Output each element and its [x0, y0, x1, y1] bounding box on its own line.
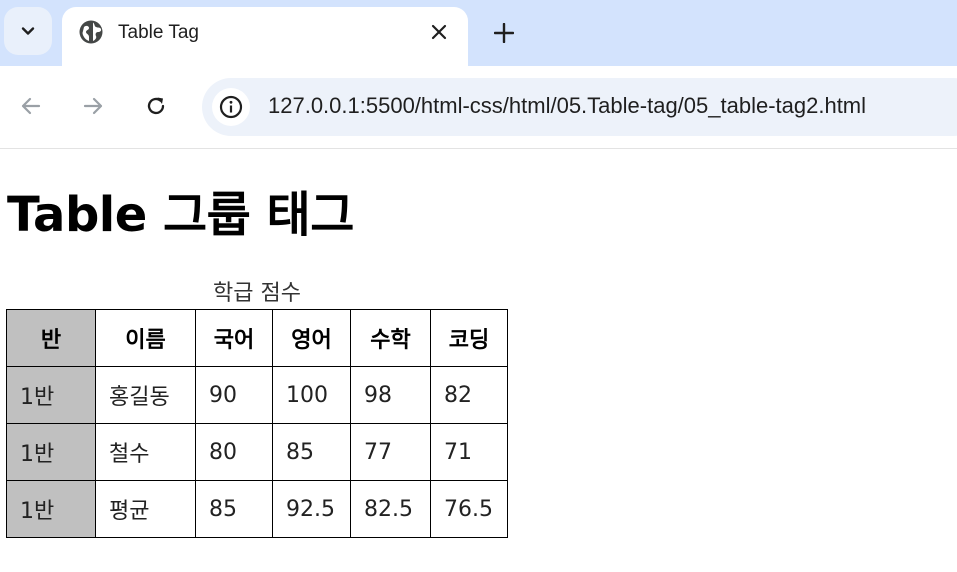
tab-search-button[interactable]: [4, 7, 52, 55]
forward-button[interactable]: [77, 90, 109, 122]
reload-button[interactable]: [140, 90, 172, 122]
header-cell-coding: 코딩: [430, 309, 508, 367]
table-cell: 77: [350, 423, 431, 481]
globe-icon: [79, 20, 103, 44]
table-cell: 71: [430, 423, 508, 481]
table-cell: 82: [430, 366, 508, 424]
reload-icon: [147, 97, 165, 115]
header-cell-class: 반: [6, 309, 96, 367]
table-cell: 76.5: [430, 480, 508, 538]
table-cell: 92.5: [272, 480, 351, 538]
table-cell: 80: [195, 423, 273, 481]
table-cell: 100: [272, 366, 351, 424]
browser-toolbar: 127.0.0.1:5500/html-css/html/05.Table-ta…: [0, 66, 957, 149]
address-bar[interactable]: 127.0.0.1:5500/html-css/html/05.Table-ta…: [202, 78, 957, 136]
tab-strip: Table Tag: [0, 0, 957, 66]
url-text[interactable]: 127.0.0.1:5500/html-css/html/05.Table-ta…: [268, 93, 867, 118]
close-icon: [431, 24, 447, 40]
active-tab[interactable]: Table Tag: [62, 7, 468, 66]
table-cell: 85: [195, 480, 273, 538]
chevron-down-icon: [21, 27, 35, 35]
table-cell: 1반: [6, 423, 96, 481]
table-cell: 90: [195, 366, 273, 424]
new-tab-button[interactable]: [488, 17, 520, 49]
arrow-left-icon: [21, 97, 41, 115]
info-icon: [219, 95, 243, 119]
header-cell-english: 영어: [272, 309, 351, 367]
table-cell: 홍길동: [95, 366, 196, 424]
table-cell: 98: [350, 366, 431, 424]
tab-close-button[interactable]: [426, 19, 452, 45]
table-head: 반 이름 국어 영어 수학 코딩: [6, 309, 508, 367]
header-cell-name: 이름: [95, 309, 196, 367]
table-cell: 85: [272, 423, 351, 481]
header-cell-korean: 국어: [195, 309, 273, 367]
tab-title: Table Tag: [118, 22, 199, 43]
table-cell: 평균: [95, 480, 196, 538]
header-row: 반 이름 국어 영어 수학 코딩: [6, 309, 508, 367]
table-cell: 철수: [95, 423, 196, 481]
header-cell-math: 수학: [350, 309, 431, 367]
plus-icon: [494, 23, 514, 43]
table-cell: 1반: [6, 366, 96, 424]
table-caption: 학급 점수: [213, 281, 301, 306]
back-button[interactable]: [15, 90, 47, 122]
table-row: 1반 평균 85 92.5 82.5 76.5: [6, 480, 508, 538]
score-table: 학급 점수 반 이름 국어 영어 수학 코딩 1반 홍길동 90 100 98 …: [6, 278, 508, 538]
table-cell: 1반: [6, 480, 96, 538]
arrow-right-icon: [83, 97, 103, 115]
page-heading: Table 그룹 태그: [7, 187, 354, 243]
site-info-button[interactable]: [212, 88, 250, 126]
table-row: 1반 홍길동 90 100 98 82: [6, 366, 508, 424]
table-body: 1반 홍길동 90 100 98 82 1반 철수 80 85 77 71 1반…: [6, 366, 508, 538]
table-cell: 82.5: [350, 480, 431, 538]
table-row: 1반 철수 80 85 77 71: [6, 423, 508, 481]
